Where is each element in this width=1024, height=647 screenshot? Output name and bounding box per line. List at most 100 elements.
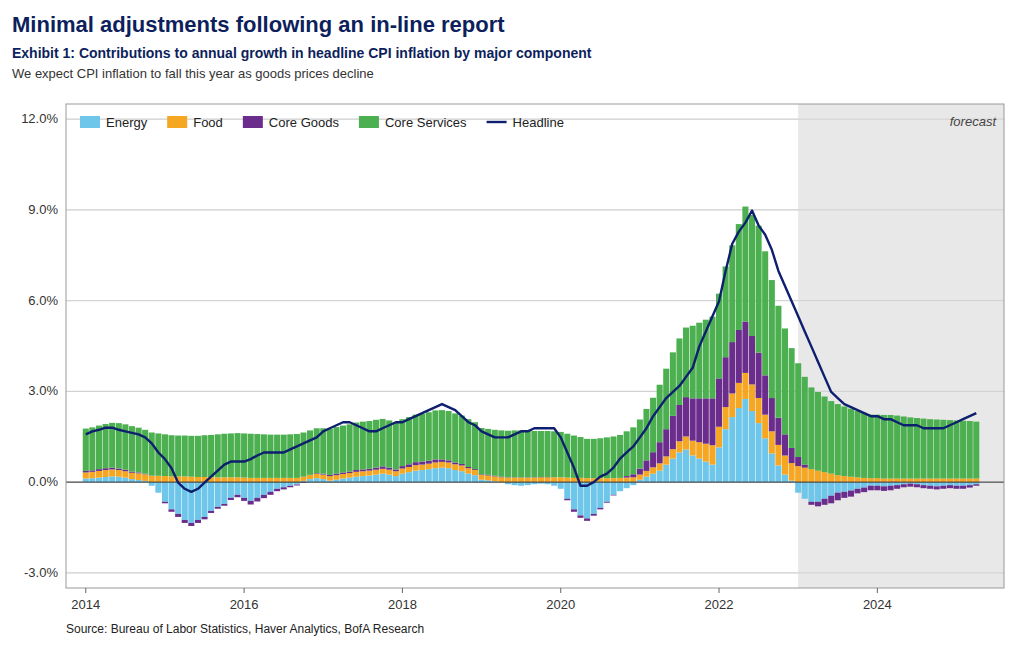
- bar: [320, 428, 326, 473]
- bar: [789, 348, 795, 448]
- bar: [848, 409, 854, 477]
- bar: [413, 465, 419, 470]
- bar: [366, 471, 372, 476]
- bar: [314, 474, 320, 479]
- bar: [973, 484, 979, 486]
- bar: [241, 433, 247, 477]
- y-tick-label: 0.0%: [28, 474, 58, 489]
- bar: [235, 433, 241, 477]
- bar: [300, 477, 306, 481]
- bar: [380, 466, 386, 468]
- bar: [492, 476, 498, 481]
- bar: [789, 448, 795, 463]
- bar: [940, 486, 946, 489]
- bar: [155, 476, 161, 482]
- bar: [393, 423, 399, 470]
- y-tick-label: 12.0%: [21, 111, 58, 126]
- bar: [868, 478, 874, 482]
- headline-line: [86, 210, 977, 491]
- bar: [83, 478, 89, 482]
- x-tick: [877, 588, 878, 593]
- bar: [149, 433, 155, 476]
- bar: [934, 486, 940, 489]
- bar: [248, 501, 254, 505]
- legend-swatch: [243, 116, 263, 128]
- bar: [208, 511, 214, 513]
- bar: [637, 469, 643, 475]
- bar: [465, 468, 471, 473]
- bar: [571, 482, 577, 509]
- bar: [835, 404, 841, 475]
- bar: [221, 477, 227, 482]
- bar: [947, 478, 953, 482]
- bar: [683, 449, 689, 482]
- bar: [439, 459, 445, 461]
- bar: [551, 431, 557, 477]
- bar: [235, 477, 241, 482]
- bar: [439, 468, 445, 483]
- bar: [373, 470, 379, 475]
- bar: [683, 328, 689, 398]
- bar: [287, 434, 293, 478]
- bar: [584, 518, 590, 520]
- bar: [782, 434, 788, 455]
- bar: [756, 423, 762, 482]
- bar: [709, 398, 715, 445]
- bar: [815, 502, 821, 507]
- bar: [399, 466, 405, 468]
- grid-line: [66, 391, 1004, 392]
- bar: [360, 469, 366, 471]
- bar: [89, 472, 95, 478]
- bar: [828, 474, 834, 482]
- legend-label: Headline: [513, 115, 564, 130]
- bar: [353, 472, 359, 477]
- bar: [96, 469, 102, 471]
- bar: [822, 472, 828, 482]
- bar: [815, 482, 821, 502]
- bar: [162, 476, 168, 482]
- bar: [650, 452, 656, 467]
- bar: [947, 420, 953, 478]
- bar: [446, 411, 452, 460]
- bar: [940, 482, 946, 486]
- bar: [393, 471, 399, 476]
- bar: [235, 495, 241, 497]
- annotation: forecast: [950, 114, 998, 129]
- bar: [122, 470, 128, 472]
- bar: [881, 415, 887, 479]
- bar: [927, 478, 933, 482]
- bar: [762, 375, 768, 414]
- bar: [643, 477, 649, 482]
- bar: [149, 482, 155, 486]
- x-tick: [85, 588, 86, 593]
- bar: [749, 215, 755, 336]
- bar: [611, 478, 617, 482]
- bar: [802, 482, 808, 499]
- bar: [874, 415, 880, 479]
- bar: [353, 470, 359, 472]
- legend-swatch: [80, 116, 100, 128]
- bar: [386, 468, 392, 470]
- bar: [241, 498, 247, 501]
- bar: [432, 468, 438, 482]
- bar: [446, 462, 452, 468]
- bar: [584, 482, 590, 518]
- bar: [538, 431, 544, 477]
- bar: [716, 447, 722, 482]
- bar: [89, 478, 95, 482]
- bar: [406, 472, 412, 482]
- bar: [907, 478, 913, 482]
- bar: [643, 460, 649, 471]
- bar: [195, 520, 201, 523]
- bar: [479, 428, 485, 474]
- bar: [235, 482, 241, 495]
- bar: [221, 504, 227, 506]
- bar: [333, 475, 339, 480]
- subtitle: Exhibit 1: Contributions to annual growt…: [12, 45, 592, 61]
- bar: [399, 474, 405, 482]
- bar: [683, 397, 689, 436]
- bar: [716, 427, 722, 448]
- bar: [162, 502, 168, 504]
- bar: [967, 421, 973, 478]
- bar: [393, 469, 399, 471]
